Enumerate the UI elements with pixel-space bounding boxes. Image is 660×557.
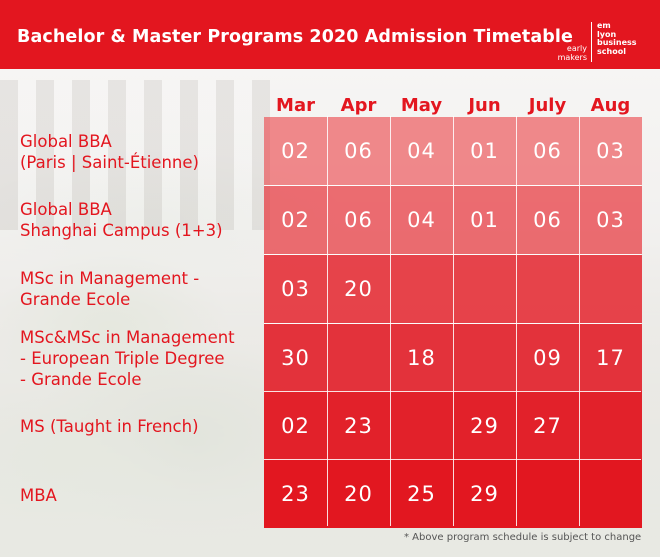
- month-header: Mar: [276, 95, 315, 116]
- logo-line: school: [597, 46, 626, 56]
- date-cell: 02: [264, 186, 327, 254]
- date-cell: [579, 392, 642, 460]
- tagline-line: early: [566, 44, 587, 53]
- date-cell: 18: [390, 324, 453, 392]
- grid-line: [390, 116, 391, 526]
- header-banner: Bachelor & Master Programs 2020 Admissio…: [0, 0, 660, 69]
- tagline: early makers: [557, 44, 587, 62]
- program-label-line: Global BBA: [20, 200, 112, 219]
- date-cell: 06: [327, 186, 390, 254]
- program-label-msc-triple-degree: MSc&MSc in Management - European Triple …: [20, 327, 235, 390]
- date-cell: 29: [453, 392, 516, 460]
- background-building: [0, 80, 270, 230]
- date-cell: 01: [453, 117, 516, 185]
- grid-line: [453, 116, 454, 526]
- date-cell: [516, 460, 579, 528]
- date-cell: [390, 392, 453, 460]
- date-cell: 27: [516, 392, 579, 460]
- grid-line: [264, 391, 641, 392]
- date-cell: 20: [327, 460, 390, 528]
- program-label-global-bba-paris: Global BBA (Paris | Saint-Étienne): [20, 131, 199, 173]
- logo-line: em: [597, 21, 611, 30]
- date-cell: 02: [264, 117, 327, 185]
- program-label-line: Global BBA: [20, 132, 112, 151]
- date-cell: [327, 324, 390, 392]
- date-cell: [453, 255, 516, 323]
- program-label-line: - Grande Ecole: [20, 370, 142, 389]
- date-cell: [579, 460, 642, 528]
- program-label-ms-french: MS (Taught in French): [20, 416, 199, 437]
- month-header: Jun: [468, 95, 501, 116]
- program-label-line: Shanghai Campus (1+3): [20, 221, 223, 240]
- program-label-line: (Paris | Saint-Étienne): [20, 153, 199, 172]
- date-cell: 23: [327, 392, 390, 460]
- date-cell: 03: [579, 117, 642, 185]
- month-header: Apr: [340, 95, 377, 116]
- date-cell: 06: [327, 117, 390, 185]
- date-cell: 09: [516, 324, 579, 392]
- grid-line: [264, 185, 641, 186]
- date-cell: [390, 255, 453, 323]
- program-label-line: MSc&MSc in Management: [20, 328, 235, 347]
- logo-line: lyon: [597, 29, 617, 39]
- tagline-line: makers: [557, 53, 587, 62]
- date-cell: 04: [390, 186, 453, 254]
- footnote: * Above program schedule is subject to c…: [404, 532, 642, 543]
- date-cell: 02: [264, 392, 327, 460]
- program-label-line: - European Triple Degree: [20, 349, 225, 368]
- date-cell: 30: [264, 324, 327, 392]
- program-label-msc-management: MSc in Management - Grande Ecole: [20, 268, 199, 310]
- grid-line: [264, 323, 641, 324]
- date-cell: 06: [516, 117, 579, 185]
- date-cell: 04: [390, 117, 453, 185]
- date-cell: 29: [453, 460, 516, 528]
- date-cell: 17: [579, 324, 642, 392]
- month-header: July: [528, 95, 567, 116]
- date-cell: [516, 255, 579, 323]
- program-label-global-bba-shanghai: Global BBA Shanghai Campus (1+3): [20, 199, 223, 241]
- program-label-line: MBA: [20, 486, 57, 505]
- date-cell: 25: [390, 460, 453, 528]
- program-label-line: MSc in Management -: [20, 269, 200, 288]
- grid-line: [579, 116, 580, 526]
- grid-line: [516, 116, 517, 526]
- program-label-line: MS (Taught in French): [20, 417, 199, 436]
- grid-line: [264, 459, 641, 460]
- month-header: May: [400, 95, 443, 116]
- program-label-mba: MBA: [20, 485, 57, 506]
- date-cell: 01: [453, 186, 516, 254]
- date-cell: 03: [579, 186, 642, 254]
- logo-divider: [591, 22, 592, 62]
- month-header: Aug: [590, 95, 631, 116]
- date-cell: [579, 255, 642, 323]
- date-cell: 03: [264, 255, 327, 323]
- date-cell: 06: [516, 186, 579, 254]
- date-cell: [453, 324, 516, 392]
- logo-line: business: [597, 38, 637, 47]
- grid-line: [264, 254, 641, 255]
- date-cell: 23: [264, 460, 327, 528]
- grid-line: [327, 116, 328, 526]
- page-title: Bachelor & Master Programs 2020 Admissio…: [17, 27, 573, 47]
- date-cell: 20: [327, 255, 390, 323]
- program-label-line: Grande Ecole: [20, 290, 131, 309]
- school-logo: em lyon business school: [597, 21, 637, 56]
